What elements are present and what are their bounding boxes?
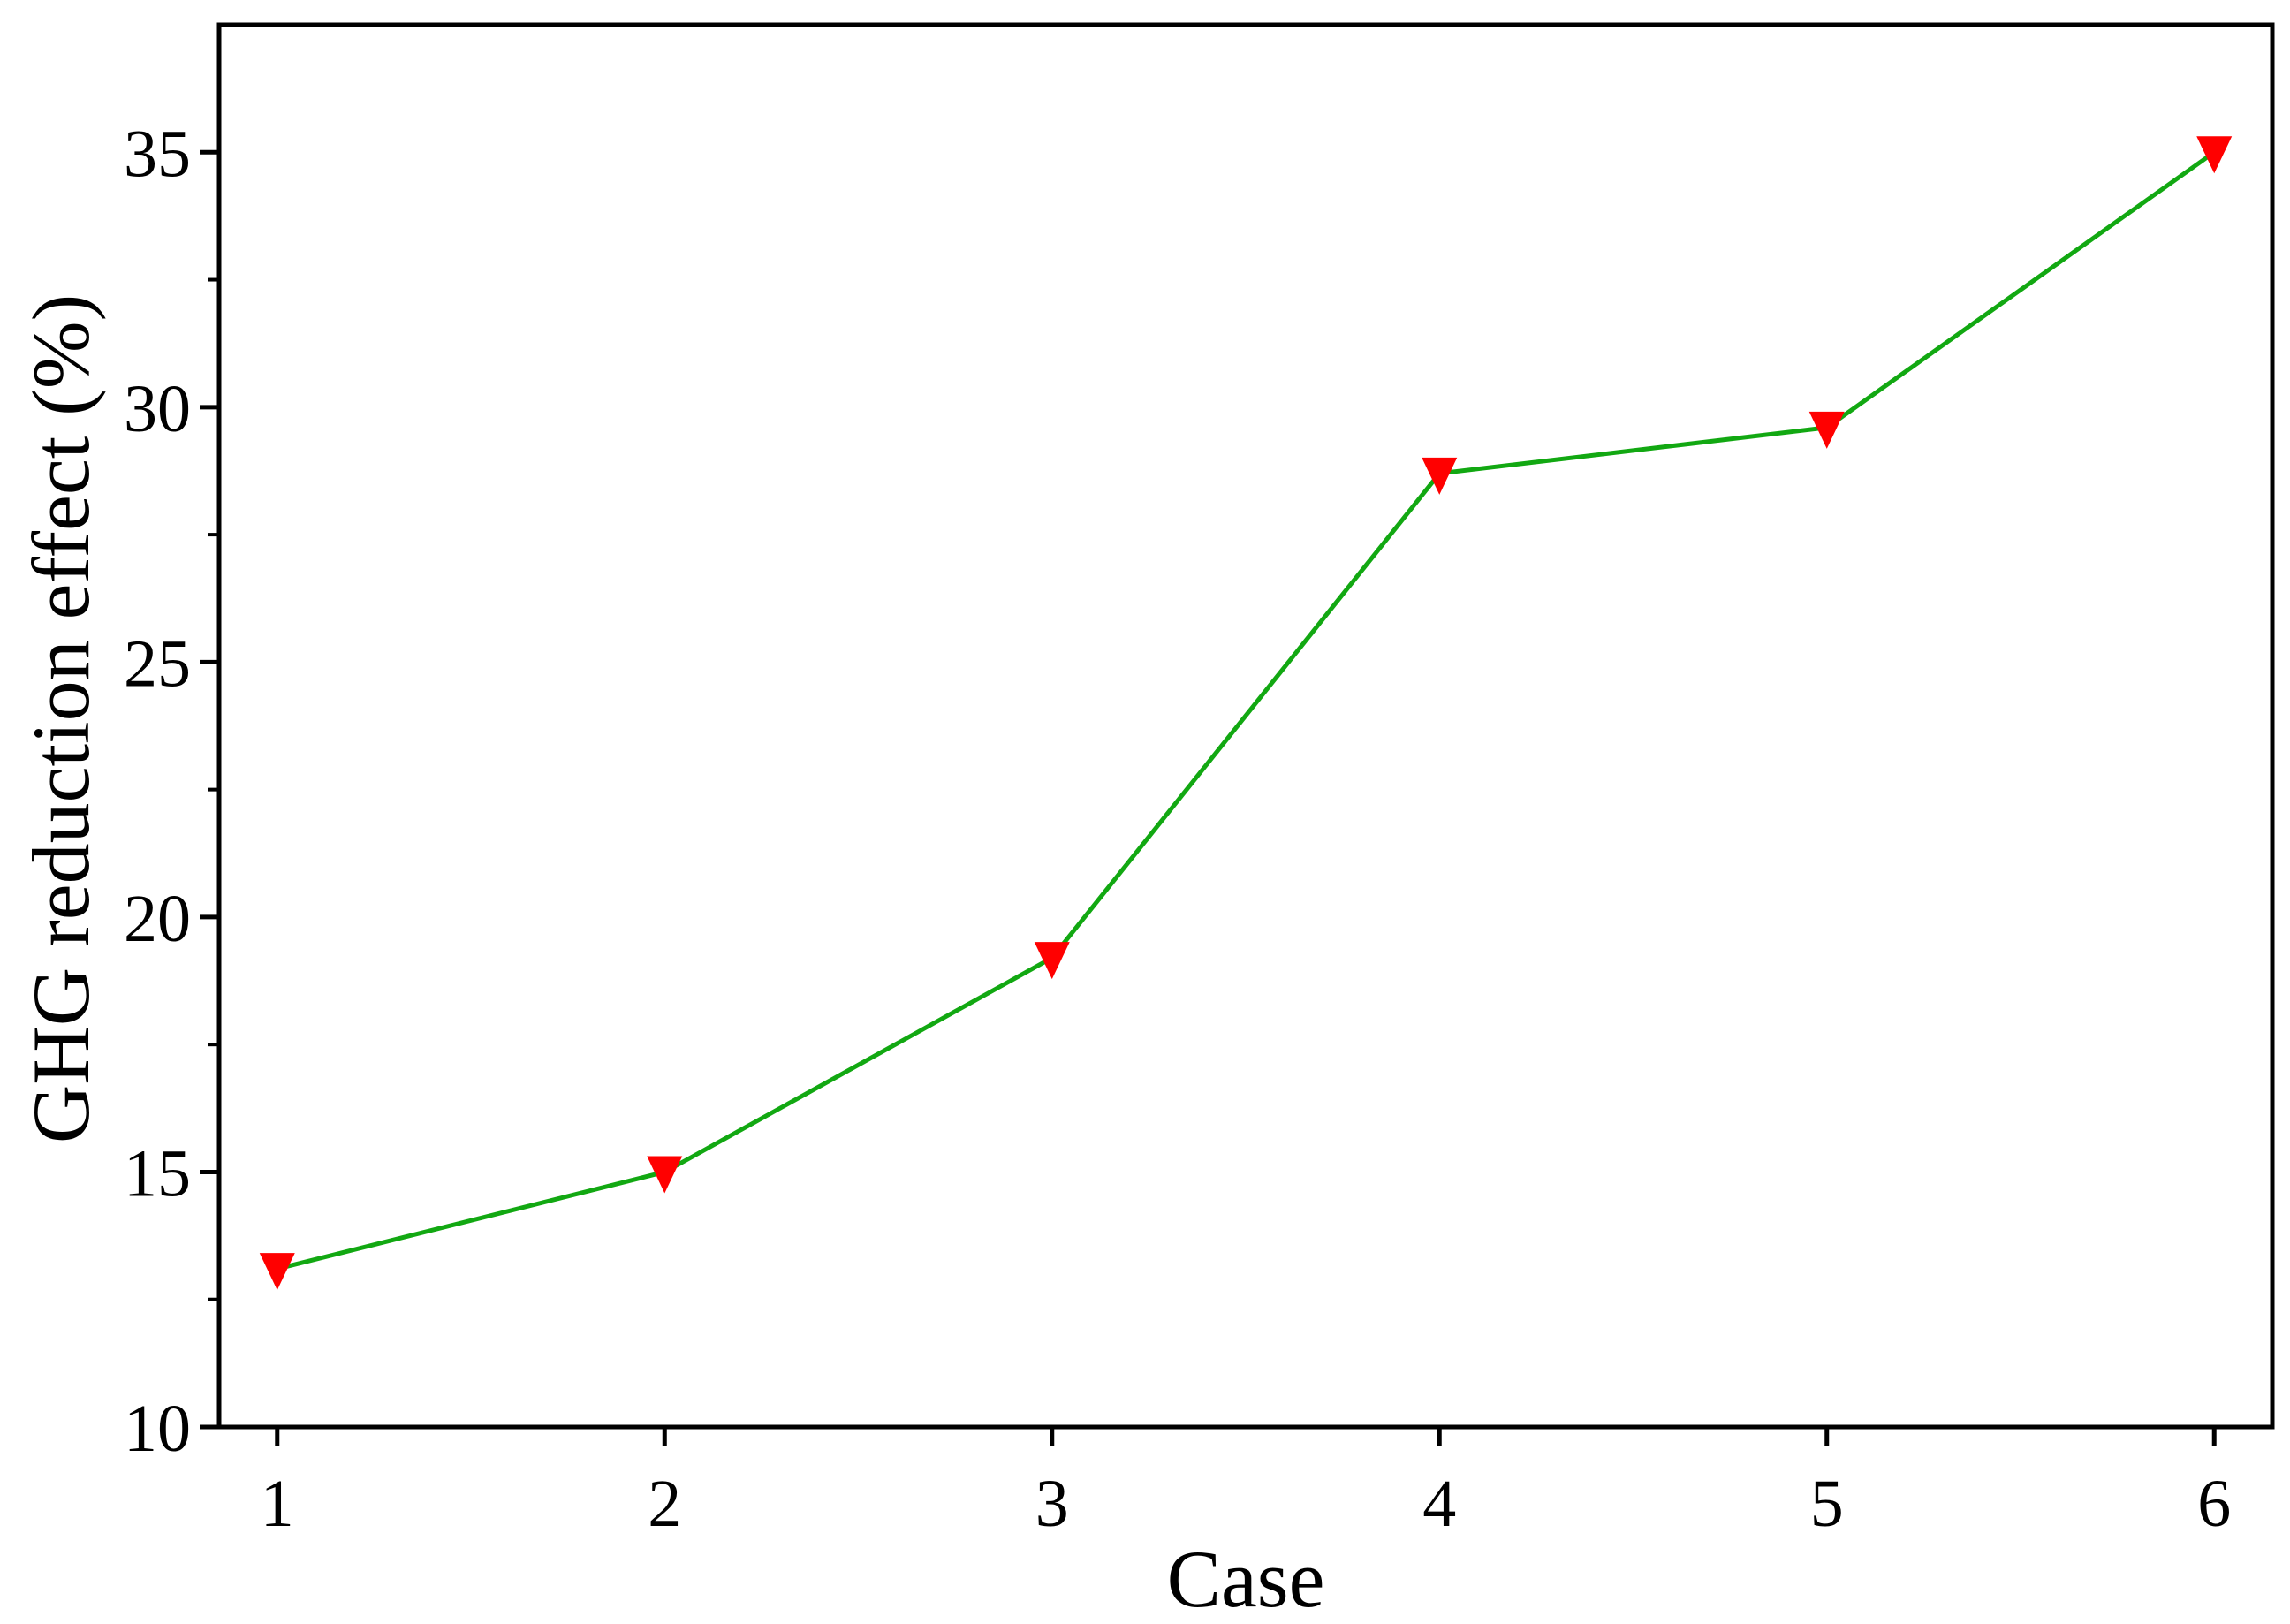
x-axis-title: Case [1167,1534,1325,1620]
data-point [1034,942,1070,980]
plot-marks [259,136,2233,1291]
data-point [1808,411,1845,449]
y-tick-label: 20 [124,882,191,956]
y-tick-label: 35 [124,117,191,191]
data-point [1422,457,1458,495]
plot-frame [216,22,2275,1430]
x-tick-label: 2 [648,1467,681,1541]
y-tick-label: 30 [124,372,191,446]
x-tick-label: 5 [1810,1467,1844,1541]
x-tick-label: 6 [2197,1467,2231,1541]
data-point [2196,136,2233,174]
y-tick-label: 15 [124,1136,191,1210]
y-tick-label: 25 [124,626,191,701]
data-point [647,1156,683,1194]
x-tick-label: 1 [261,1467,294,1541]
x-tick-label: 3 [1035,1467,1069,1541]
y-axis-title: GHG reduction effect (%) [16,294,106,1143]
y-tick-label: 10 [124,1392,191,1466]
data-point [259,1253,295,1291]
x-tick-label: 4 [1422,1467,1456,1541]
ticks-layer: 1 2 3 4 5 6 10 15 20 25 30 35 [124,117,2231,1541]
series-line [277,150,2216,1271]
